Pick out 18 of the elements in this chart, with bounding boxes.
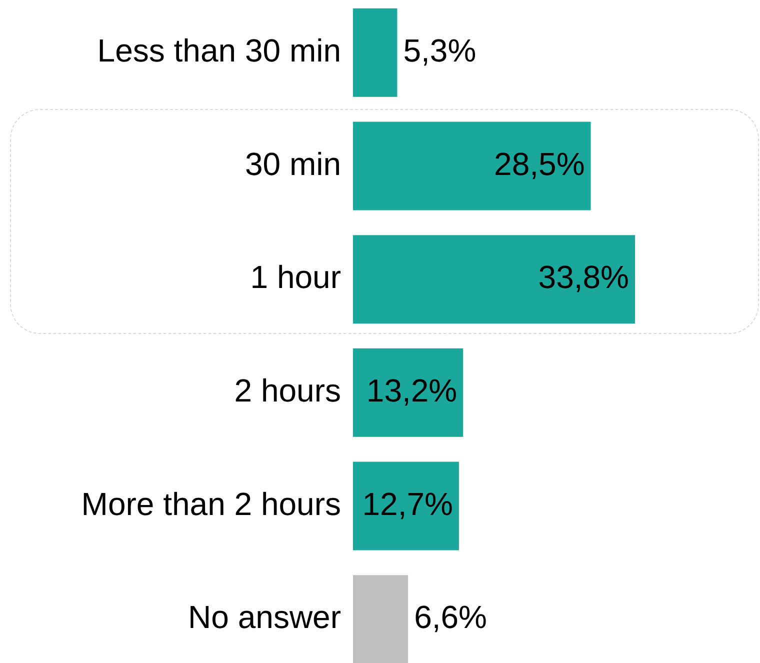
data-label: 6,6% bbox=[414, 599, 488, 636]
data-label: 12,7% bbox=[362, 486, 453, 522]
bar bbox=[353, 348, 464, 437]
data-label: 28,5% bbox=[494, 146, 585, 182]
data-label: 33,8% bbox=[538, 259, 629, 296]
y-tick-label: 2 hours bbox=[234, 372, 341, 408]
y-tick-label: No answer bbox=[188, 599, 342, 636]
y-tick-label: 1 hour bbox=[250, 259, 342, 296]
bar bbox=[353, 462, 459, 550]
bar bbox=[353, 8, 398, 97]
bar bbox=[353, 575, 408, 663]
data-label: 13,2% bbox=[366, 372, 458, 408]
y-tick-label: Less than 30 min bbox=[97, 32, 341, 68]
y-tick-label: More than 2 hours bbox=[81, 486, 341, 522]
bar bbox=[353, 235, 635, 324]
data-label: 5,3% bbox=[403, 32, 476, 68]
y-tick-label: 30 min bbox=[244, 146, 341, 182]
bar bbox=[353, 122, 591, 210]
